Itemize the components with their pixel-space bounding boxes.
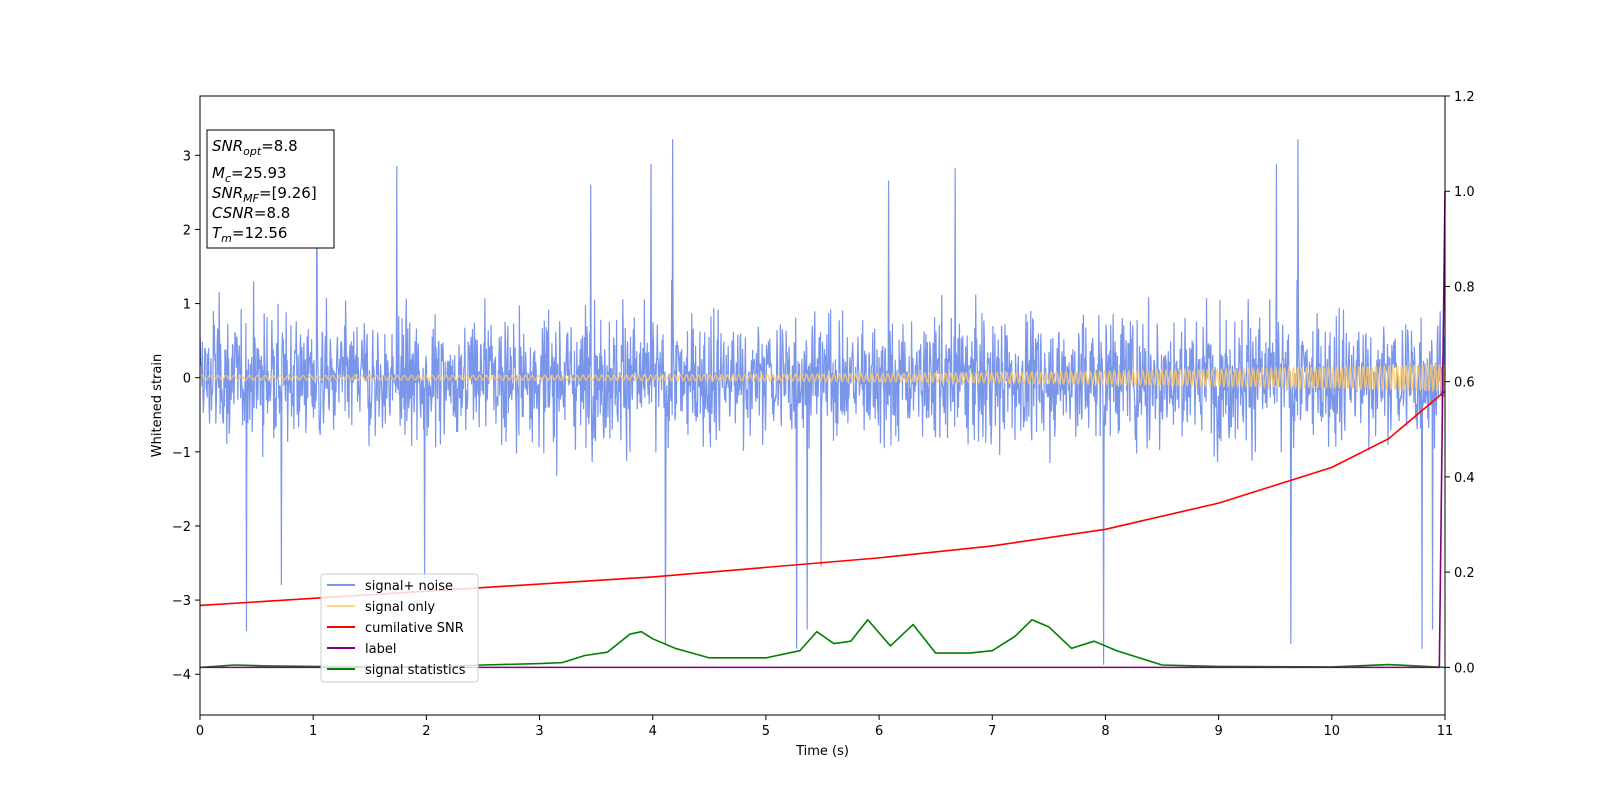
legend-label-signal-noise: signal+ noise <box>365 579 453 594</box>
y-tick-label: −3 <box>172 594 191 609</box>
legend-label-signal-only: signal only <box>365 600 435 615</box>
series-signal-noise-line <box>199 139 1446 665</box>
y-tick-label: 1 <box>183 298 191 313</box>
axes-layer: 0 1 2 3 4 5 6 7 8 9 10 11 −4 −3 −2 −1 0 1 2 3 0.0 0.2 0.4 0.6 0.… <box>172 90 1475 739</box>
y2-tick-label: 1.2 <box>1454 90 1475 105</box>
y-tick-label: −4 <box>172 668 191 683</box>
series-signal-statistics-line <box>199 618 1446 669</box>
x-tick-label: 11 <box>1437 724 1454 739</box>
y-tick-label: 2 <box>183 223 191 238</box>
y-tick-label: 3 <box>183 149 191 164</box>
x-tick-label: 9 <box>1214 724 1222 739</box>
y2-tick-label: 0.0 <box>1454 661 1475 676</box>
annotation-box: SNRopt=8.8 Mc=25.93 SNRMF=[9.26] CSNR=8.… <box>206 129 335 249</box>
x-tick-label: 2 <box>422 724 430 739</box>
annotation-frame <box>206 129 335 249</box>
y2-tick-label: 0.6 <box>1454 376 1475 391</box>
y2-tick-label: 1.0 <box>1454 185 1475 200</box>
y-tick-label: −1 <box>172 446 191 461</box>
annotation-snr-mf: SNRMF=[9.26] <box>212 184 317 205</box>
x-tick-label: 10 <box>1324 724 1341 739</box>
x-tick-label: 6 <box>875 724 883 739</box>
legend-label-label: label <box>365 642 396 657</box>
y2-tick-label: 0.8 <box>1454 280 1475 295</box>
x-tick-label: 4 <box>649 724 657 739</box>
x-tick-label: 8 <box>1101 724 1109 739</box>
legend-label-signal-statistics: signal statistics <box>365 663 466 678</box>
legend: signal+ noise signal only cumilative SNR… <box>320 573 479 683</box>
legend-label-cumulative-snr: cumilative SNR <box>365 621 464 636</box>
y2-tick-label: 0.4 <box>1454 471 1475 486</box>
x-tick-label: 1 <box>309 724 317 739</box>
annotation-csnr: CSNR=8.8 <box>212 204 290 222</box>
x-axis-label: Time (s) <box>795 744 849 759</box>
annotation-tm: Tm=12.56 <box>212 224 287 245</box>
annotation-snr-opt: SNRopt=8.8 <box>212 137 298 158</box>
x-tick-label: 0 <box>196 724 204 739</box>
series-label-line <box>200 191 1446 669</box>
plot-frame <box>199 95 1446 716</box>
x-tick-label: 3 <box>535 724 543 739</box>
y-axis-label: Whitened strain <box>150 354 165 457</box>
x-tick-label: 7 <box>988 724 996 739</box>
y-tick-label: −2 <box>172 520 191 535</box>
series-signal-only-line <box>199 362 1446 393</box>
x-tick-label: 5 <box>762 724 770 739</box>
legend-frame <box>320 573 479 683</box>
annotation-mc: Mc=25.93 <box>212 164 287 185</box>
y2-tick-label: 0.2 <box>1454 566 1475 581</box>
y-tick-label: 0 <box>183 372 191 387</box>
